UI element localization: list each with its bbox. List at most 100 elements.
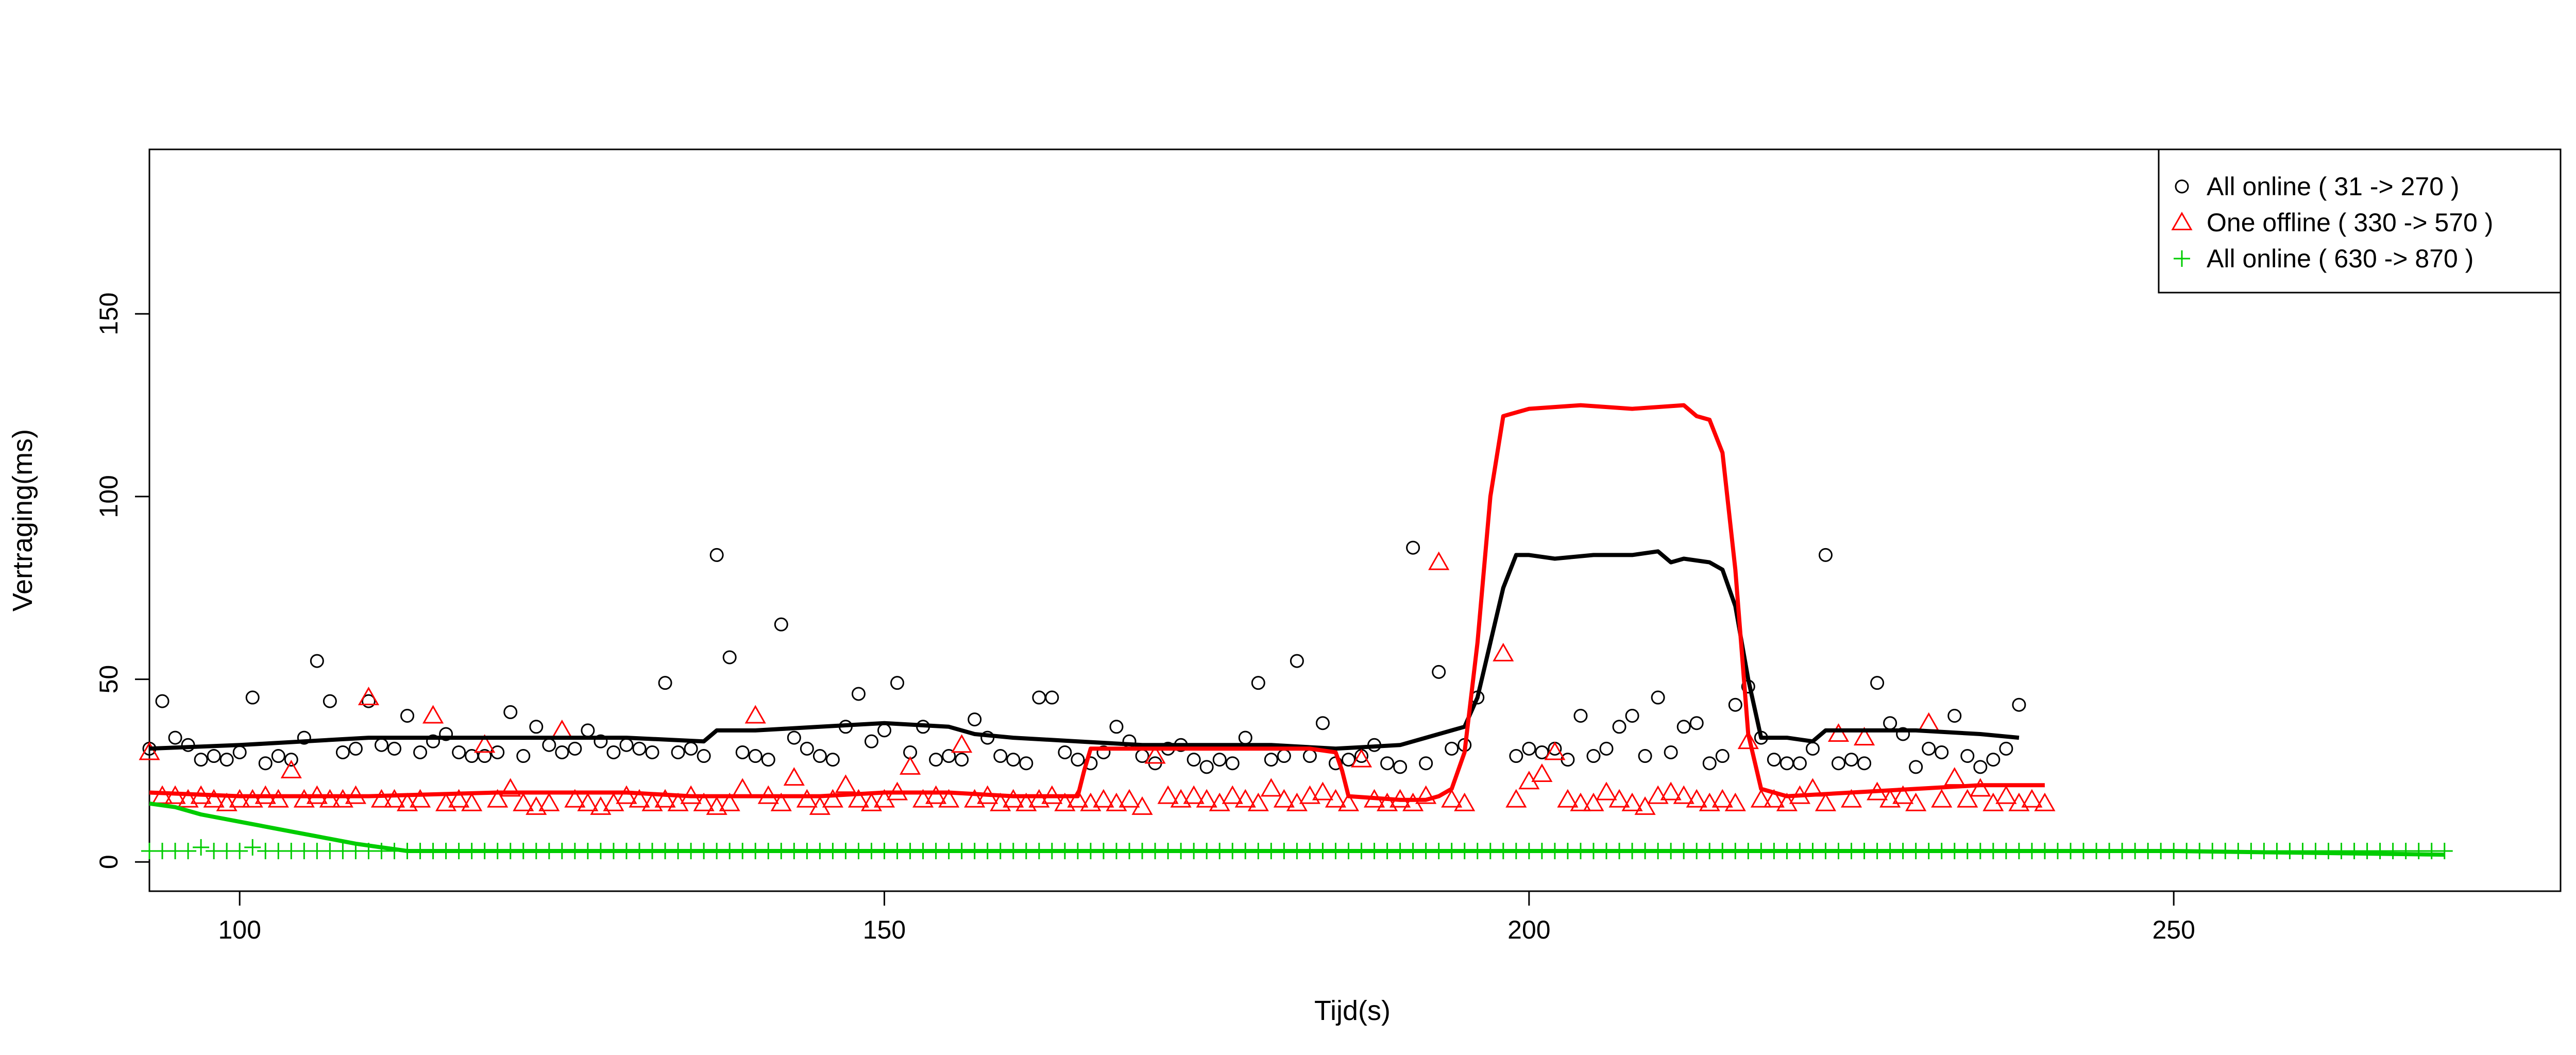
data-point [606, 745, 621, 759]
data-point [207, 749, 221, 763]
data-point [1750, 789, 1772, 808]
data-point [1264, 753, 1278, 767]
data-point [284, 753, 298, 767]
data-point [2021, 789, 2043, 808]
data-point [968, 712, 982, 727]
data-point [229, 789, 250, 808]
data-point [632, 741, 647, 756]
data-point [1325, 789, 1347, 808]
data-point [426, 734, 440, 748]
data-point [1019, 756, 1033, 771]
data-point [1596, 781, 1617, 801]
data-point [1586, 749, 1601, 763]
data-point [770, 792, 792, 811]
x-tick-label: 250 [2152, 915, 2195, 944]
data-point [232, 745, 247, 759]
data-point [1058, 745, 1072, 759]
data-point [1647, 785, 1669, 804]
data-point [177, 789, 199, 808]
data-point [860, 792, 883, 811]
data-point [645, 745, 659, 759]
data-point [538, 792, 560, 811]
data-point [387, 741, 402, 756]
data-point [942, 749, 956, 763]
data-point [1818, 548, 1833, 562]
y-tick-label: 150 [94, 292, 123, 335]
data-point [1290, 654, 1304, 668]
data-point [1625, 709, 1639, 723]
data-point [899, 756, 921, 775]
data-point [1251, 676, 1265, 690]
data-point [1702, 756, 1717, 771]
data-point [1711, 789, 1733, 808]
data-point [1780, 756, 1794, 771]
data-point [1844, 753, 1859, 767]
data-point [955, 753, 969, 767]
data-point [168, 730, 182, 745]
data-point [310, 654, 324, 668]
data-point [787, 730, 801, 745]
data-point [1028, 789, 1050, 808]
data-point [422, 705, 444, 724]
legend-box [2158, 148, 2562, 294]
data-point [774, 617, 788, 632]
legend: All online ( 31 -> 270 ) One offline ( 33… [2158, 148, 2562, 294]
data-point [1432, 665, 1446, 679]
data-point [1857, 756, 1872, 771]
data-point [1428, 551, 1450, 570]
data-point [332, 789, 353, 808]
data-point [990, 792, 1011, 811]
data-point [503, 705, 518, 719]
data-point [1879, 789, 1901, 808]
data-point [139, 741, 160, 760]
data-point [1909, 760, 1923, 774]
data-point [1699, 792, 1720, 811]
data-point [1376, 792, 1398, 811]
data-point [697, 749, 711, 763]
legend-label-3: All online ( 630 -> 870 ) [2207, 244, 2473, 273]
x-tick-label: 100 [218, 915, 261, 944]
data-point [709, 548, 724, 562]
data-point [267, 789, 289, 808]
data-point [242, 789, 263, 808]
data-point [194, 753, 208, 767]
data-point [1071, 753, 1085, 767]
data-point [1621, 792, 1643, 811]
data-point [1612, 720, 1626, 734]
data-point [461, 792, 483, 811]
data-point [1573, 709, 1588, 723]
data-point [1583, 792, 1604, 811]
data-point [1544, 741, 1566, 760]
data-point [641, 792, 663, 811]
data-point [1196, 789, 1217, 808]
data-point [1157, 785, 1179, 804]
data-point [555, 745, 569, 759]
data-point [1054, 792, 1076, 811]
x-tick-label: 150 [863, 915, 906, 944]
x-axis: 100 150 200 250 [218, 891, 2195, 944]
data-point [1905, 792, 1927, 811]
data-point [1883, 716, 1897, 730]
series-1 [142, 540, 2026, 774]
data-point [1080, 792, 1101, 811]
data-point [542, 738, 556, 752]
x-tick-label: 200 [1507, 915, 1550, 944]
data-point [1238, 730, 1252, 745]
data-point [684, 741, 698, 756]
data-point [280, 759, 302, 778]
data-point [1415, 785, 1437, 804]
data-point [1728, 697, 1742, 712]
data-point [864, 734, 878, 748]
data-point [577, 792, 599, 811]
data-point [258, 756, 273, 771]
data-point [1067, 789, 1089, 808]
data-point [452, 745, 466, 759]
data-point [1109, 720, 1124, 734]
data-point [1815, 792, 1837, 811]
data-point [1715, 749, 1730, 763]
x-axis-label: Tijd(s) [1314, 995, 1391, 1026]
legend-label-2: One offline ( 330 -> 570 ) [2207, 208, 2493, 237]
data-point [1570, 792, 1591, 811]
data-point [1277, 749, 1291, 763]
trend-line-3 [149, 801, 2445, 857]
